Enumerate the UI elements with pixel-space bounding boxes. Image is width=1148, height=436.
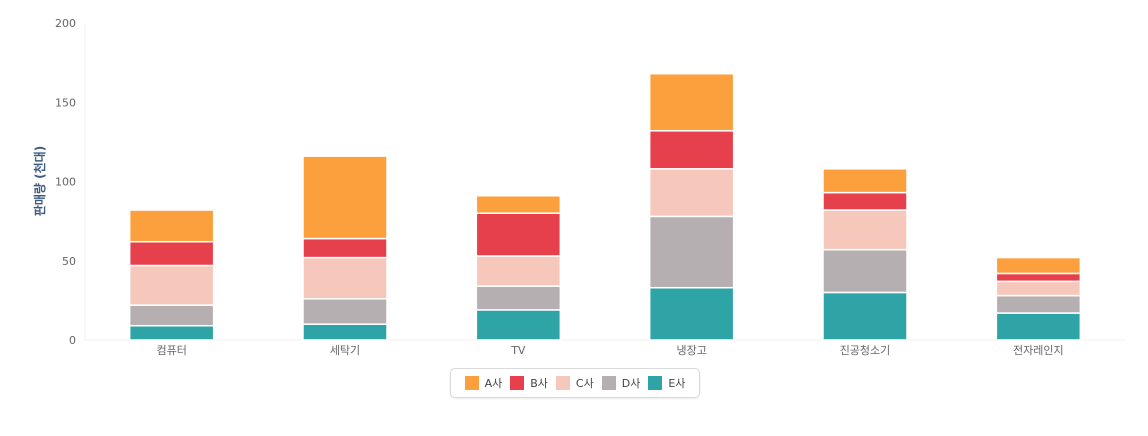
y-tick-label: 150 [55,96,76,109]
bar-segment[interactable] [475,212,562,257]
x-tick-label: 냉장고 [676,344,706,357]
bar-segment[interactable] [822,291,908,341]
bar-segment[interactable] [128,264,215,306]
bar-segment[interactable] [822,168,908,194]
y-axis-label: 판매량 (천대) [32,146,47,216]
x-tick-label: 컴퓨터 [156,344,186,357]
y-tick-label: 200 [55,17,76,30]
y-axis: 0 50 100 150 200 [55,17,76,347]
legend-swatch [648,376,663,390]
bar-segment[interactable] [648,130,735,170]
bar-segment[interactable] [648,286,735,341]
legend-label: C사 [575,377,594,390]
bar-segment[interactable] [475,285,562,311]
legend: A사 B사 C사 D사 E사 [450,368,700,398]
bar-segment[interactable] [302,323,388,341]
bar-segment[interactable] [648,168,735,218]
bar-segment[interactable] [995,272,1082,283]
bar-segment[interactable] [302,298,388,325]
legend-swatch [464,376,479,390]
legend-item[interactable]: E사 [648,375,685,391]
bar-segment[interactable] [475,309,562,341]
bar-segment[interactable] [648,72,735,132]
legend-item[interactable]: C사 [555,375,594,391]
bar-segment[interactable] [995,294,1082,314]
bar-segment[interactable] [302,155,388,240]
x-tick-label: 세탁기 [330,344,360,357]
legend-label: D사 [621,377,641,390]
bars [128,72,1082,341]
legend-item[interactable]: A사 [464,375,503,391]
bar-segment[interactable] [995,256,1082,275]
bar-segment[interactable] [128,209,215,243]
bar-segment[interactable] [822,191,908,211]
legend-label: E사 [668,377,686,390]
bar-segment[interactable] [128,240,215,267]
legend-swatch [510,376,525,390]
bar-segment[interactable] [475,195,562,214]
chart-grid [84,23,1125,341]
y-tick-label: 0 [69,334,76,347]
y-tick-label: 100 [55,176,76,189]
bar-segment[interactable] [995,312,1082,341]
bar-segment[interactable] [822,248,908,294]
legend-item[interactable]: B사 [510,375,548,391]
bar-segment[interactable] [128,324,215,341]
legend-item[interactable]: D사 [601,375,641,391]
bar-segment[interactable] [128,304,215,327]
bar-segment[interactable] [475,255,562,287]
legend-label: B사 [530,377,548,390]
x-axis: 컴퓨터 세탁기 TV 냉장고 진공청소기 전자레인지 [156,344,1063,357]
x-tick-label: TV [510,344,526,357]
x-tick-label: 진공청소기 [840,344,891,357]
legend-label: A사 [484,377,503,390]
y-tick-label: 50 [62,255,76,268]
legend-swatch [601,376,616,390]
bar-segment[interactable] [648,215,735,289]
bar-segment[interactable] [302,256,388,300]
x-tick-label: 전자레인지 [1013,344,1064,357]
legend-swatch [555,376,570,390]
bar-segment[interactable] [995,280,1082,297]
bar-segment[interactable] [822,209,908,251]
bar-segment[interactable] [302,237,388,259]
